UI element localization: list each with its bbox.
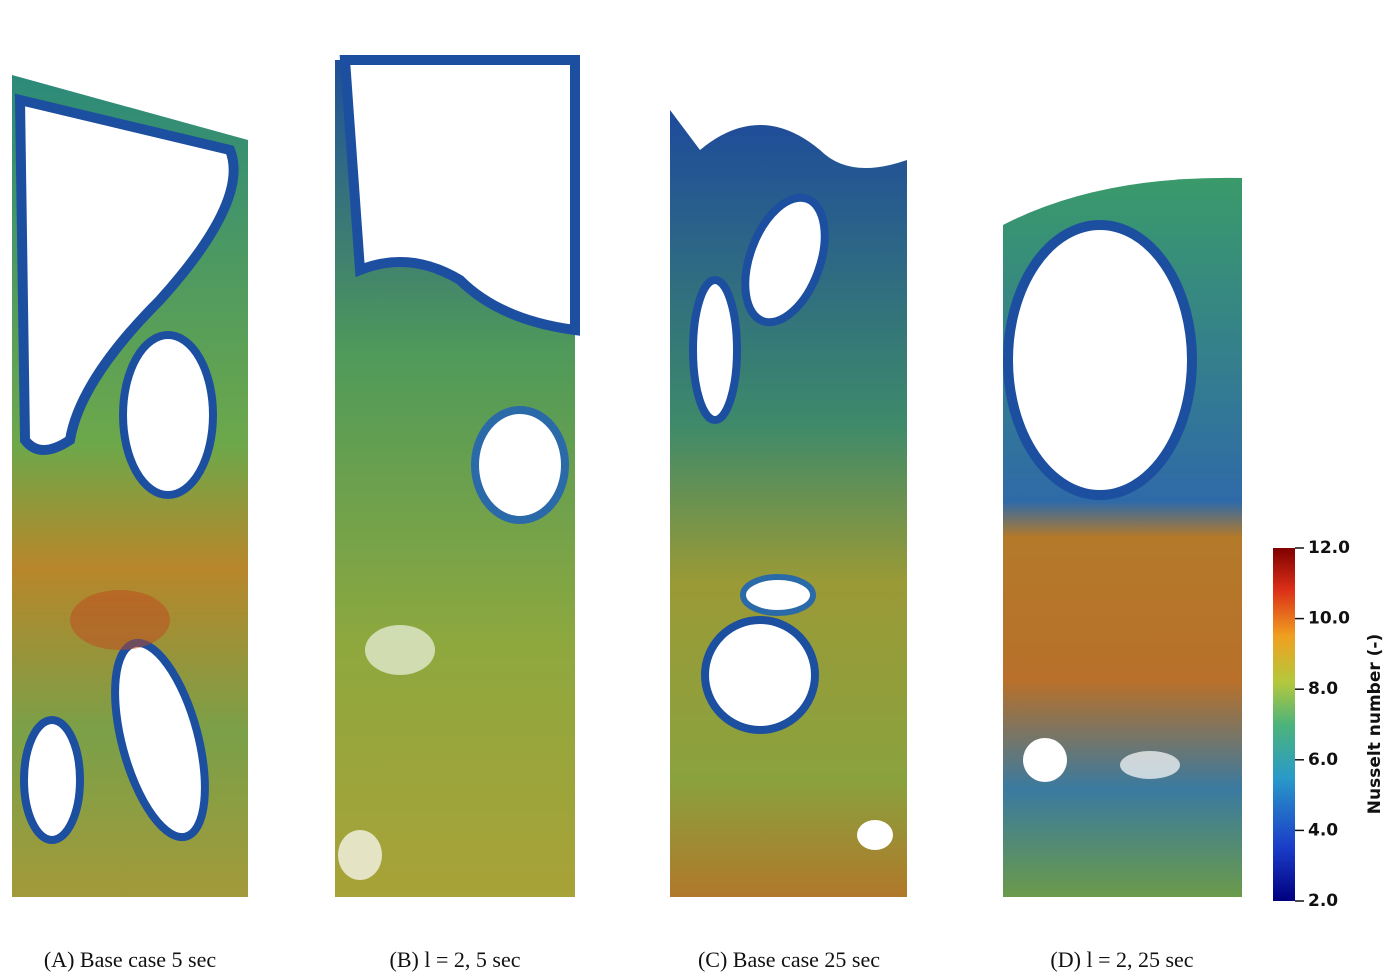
- colorbar-tick-label: 8.0: [1308, 679, 1338, 699]
- colorbar-tick-label: 6.0: [1308, 750, 1338, 770]
- caption: (A) Base case 5 sec: [44, 947, 216, 972]
- panel-d: [1003, 178, 1242, 897]
- caption: (D) l = 2, 25 sec: [1050, 947, 1193, 972]
- colorbar-label: Nusselt number (-): [1365, 634, 1385, 814]
- colorbar-tick-label: 2.0: [1308, 891, 1338, 911]
- colorbar-tick-label: 4.0: [1308, 820, 1338, 840]
- panel-a: [12, 75, 248, 897]
- colorbar-tick-label: 10.0: [1308, 609, 1350, 629]
- colorbar-tick-label: 12.0: [1308, 538, 1350, 558]
- figure: (A) Base case 5 sec (B) l = 2, 5 sec (C)…: [0, 0, 1388, 979]
- colorbar: [1273, 548, 1295, 901]
- panel-c: [670, 110, 907, 897]
- caption: (C) Base case 25 sec: [698, 947, 880, 972]
- caption: (B) l = 2, 5 sec: [390, 947, 521, 972]
- panel-b: [335, 60, 575, 897]
